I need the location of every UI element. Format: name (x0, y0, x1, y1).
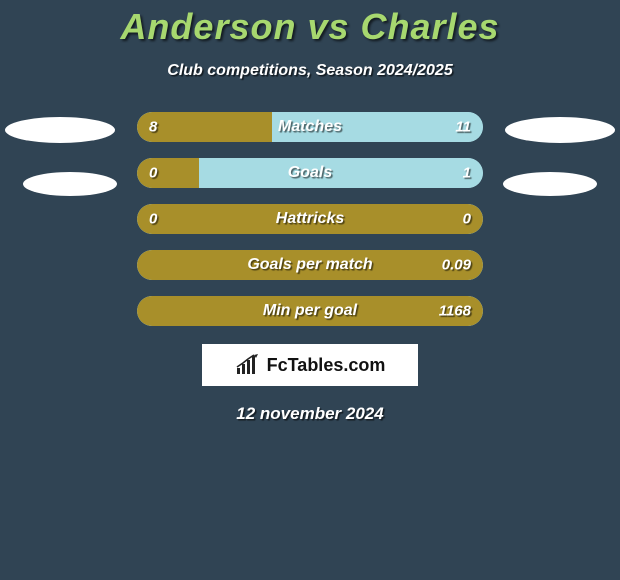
right-decorative-oval (503, 172, 597, 196)
right-decorative-oval (505, 117, 615, 143)
stat-bars: 8 11 Matches 0 1 Goals 0 0 Hattricks 0.09 Goals pe… (137, 112, 483, 326)
stat-label: Hattricks (276, 210, 344, 228)
stat-label: Goals (288, 164, 332, 182)
stat-value-right: 0 (463, 211, 471, 228)
stat-label: Min per goal (263, 302, 357, 320)
stat-value-left: 8 (149, 119, 157, 136)
stat-value-right: 1 (463, 165, 471, 182)
left-decorative-oval (23, 172, 117, 196)
stat-row: 8 11 Matches (137, 112, 483, 142)
brand-text: FcTables.com (267, 355, 386, 376)
stat-value-left: 0 (149, 211, 157, 228)
date-text: 12 november 2024 (0, 404, 620, 424)
stat-label: Goals per match (247, 256, 372, 274)
stat-row: 0 0 Hattricks (137, 204, 483, 234)
stat-value-left: 0 (149, 165, 157, 182)
stats-block: 8 11 Matches 0 1 Goals 0 0 Hattricks 0.09 Goals pe… (0, 112, 620, 326)
stat-value-right: 0.09 (442, 257, 471, 274)
stat-row: 0.09 Goals per match (137, 250, 483, 280)
comparison-infographic: Anderson vs Charles Club competitions, S… (0, 0, 620, 580)
stat-label: Matches (278, 118, 342, 136)
stat-fill-right (199, 158, 483, 188)
stat-value-right: 1168 (439, 303, 471, 320)
brand-badge: FcTables.com (202, 344, 418, 386)
subtitle: Club competitions, Season 2024/2025 (0, 62, 620, 80)
stat-row: 0 1 Goals (137, 158, 483, 188)
page-title: Anderson vs Charles (0, 0, 620, 48)
right-team-column (500, 112, 620, 326)
stat-fill-left (137, 158, 199, 188)
stat-value-right: 11 (455, 119, 471, 136)
left-team-column (0, 112, 120, 326)
stat-row: 1168 Min per goal (137, 296, 483, 326)
brand-chart-icon (235, 354, 261, 376)
left-decorative-oval (5, 117, 115, 143)
